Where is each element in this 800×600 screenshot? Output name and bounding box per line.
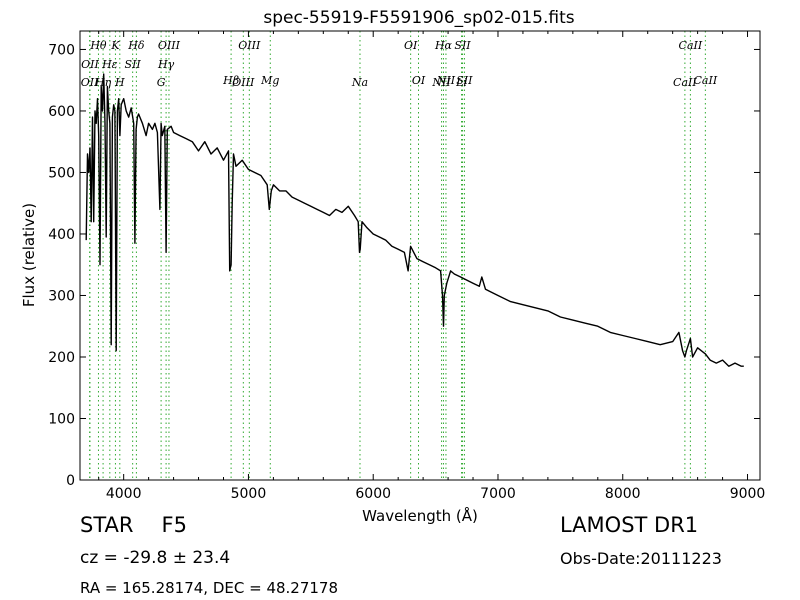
x-axis-label: Wavelength (Å) [362, 506, 478, 525]
chart-title: spec-55919-F5591906_sp02-015.fits [263, 8, 574, 28]
redshift-text: cz = -29.8 ± 23.4 [80, 548, 231, 568]
spectral-line-label: Li [455, 76, 467, 89]
x-tick-label: 4000 [106, 486, 142, 502]
spectral-line-label: Na [351, 76, 368, 89]
y-tick-label: 200 [48, 350, 75, 366]
x-tick-label: 8000 [605, 486, 641, 502]
y-axis-label: Flux (relative) [20, 203, 38, 307]
y-axis-ticks: 0 100 200 300 400 500 600 700 [48, 42, 760, 489]
spectral-line-markers [89, 31, 706, 480]
spectral-line-label: Hγ [157, 58, 175, 71]
spectral-line-label: NII [431, 76, 451, 89]
spectrum-line [85, 73, 744, 367]
spectral-line-label: OI [404, 39, 418, 52]
object-class: STAR [80, 513, 134, 537]
object-classification: STAR F5 [80, 513, 187, 537]
spectral-line-label: Hα [434, 39, 453, 52]
spectral-line-label: NII [436, 74, 456, 87]
coordinates-text: RA = 165.28174, DEC = 48.27178 [80, 579, 339, 597]
spectral-line-label: OII [81, 76, 99, 89]
y-tick-label: 500 [48, 165, 75, 181]
spectral-line-label: Mg [260, 74, 279, 87]
y-tick-label: 600 [48, 104, 75, 120]
plot-frame [79, 30, 761, 481]
spectral-line-label: Hδ [127, 39, 145, 52]
spectral-line-label: CaII [679, 39, 703, 52]
spectral-line-label: SII [125, 58, 142, 71]
spectral-line-label: SII [456, 74, 473, 87]
y-tick-label: 300 [48, 288, 75, 304]
spectral-line-label: OIII [158, 39, 181, 52]
spectral-line-label: CaII [673, 76, 697, 89]
y-tick-label: 0 [66, 473, 75, 489]
spectral-line-label: Hβ [222, 74, 239, 87]
observation-date: Obs-Date:20111223 [560, 549, 722, 568]
x-tick-label: 9000 [730, 486, 766, 502]
x-tick-label: 5000 [231, 486, 267, 502]
spectral-line-label: K [110, 39, 120, 52]
spectral-line-label: H [114, 76, 125, 89]
x-tick-label: 6000 [355, 486, 391, 502]
spectral-line-label: CaII [694, 74, 718, 87]
y-tick-label: 400 [48, 227, 75, 243]
spectral-line-label: SII [454, 39, 471, 52]
spectral-line-label: OI [412, 74, 426, 87]
y-tick-label: 100 [48, 411, 75, 427]
spectral-line-label: OIII [232, 76, 255, 89]
object-subclass: F5 [161, 513, 187, 537]
spectral-line-label: OII [81, 58, 99, 71]
x-axis-ticks: 4000 5000 6000 7000 8000 9000 [98, 31, 766, 502]
spectral-line-label: G [157, 76, 166, 89]
y-tick-label: 700 [48, 42, 75, 58]
survey-name: LAMOST DR1 [560, 513, 699, 537]
spectral-line-label: OIII [238, 39, 261, 52]
spectral-line-label: Hθ [89, 39, 107, 52]
x-tick-label: 7000 [480, 486, 516, 502]
spectral-line-label: Hε [101, 58, 118, 71]
